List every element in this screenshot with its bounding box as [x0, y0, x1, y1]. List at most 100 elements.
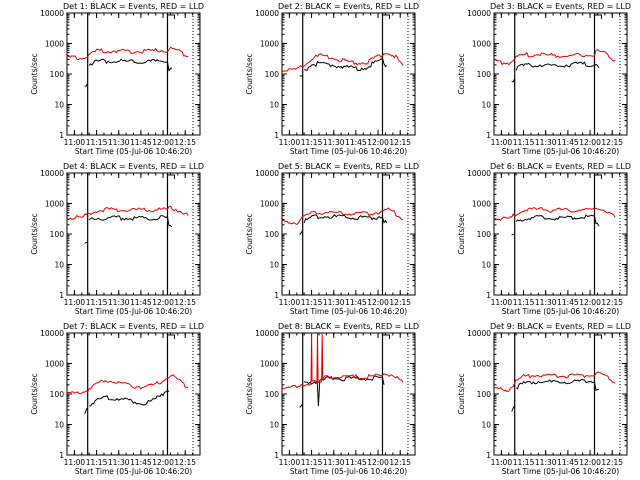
x-tick-label: 12:00 — [152, 138, 174, 147]
y-axis-label: Counts/sec — [457, 373, 466, 414]
detector-panel-7: 1 10 100 1000 10000 11:00 11:15 11:30 11:45 12:00… — [30, 322, 204, 476]
lld-series-line — [281, 332, 404, 390]
events-series-line — [84, 82, 89, 87]
x-tick-label: 12:15 — [174, 138, 196, 147]
y-tick-label: 1 — [274, 451, 279, 460]
y-axis-label: Counts/sec — [30, 373, 39, 414]
panel-title: Det 5: BLACK = Events, RED = LLD — [278, 162, 419, 171]
marker-flag — [382, 174, 390, 179]
plot-frame — [66, 332, 201, 456]
x-axis-label: Start Time (05-Jul-06 10:46:20) — [502, 467, 619, 476]
y-tick-label: 10000 — [467, 9, 491, 18]
x-tick-label: 11:00 — [279, 458, 301, 467]
y-tick-label: 1000 — [45, 360, 64, 369]
y-tick-label: 10 — [481, 101, 491, 110]
detector-panel-9: 1 10 100 1000 10000 11:00 11:15 11:30 11:45 12:00… — [457, 322, 631, 476]
detector-panel-8: 1 10 100 1000 10000 11:00 11:15 11:30 11:45 12:00… — [245, 322, 419, 476]
x-axis-label: Start Time (05-Jul-06 10:46:20) — [290, 467, 407, 476]
events-series-line — [511, 78, 516, 83]
x-axis-label: Start Time (05-Jul-06 10:46:20) — [75, 147, 192, 156]
x-tick-label: 12:15 — [601, 298, 623, 307]
plot-frame — [281, 332, 416, 456]
y-tick-label: 10 — [54, 421, 64, 430]
x-tick-label: 11:45 — [557, 458, 579, 467]
x-tick-label: 11:00 — [491, 138, 513, 147]
plot-frame — [493, 332, 628, 456]
y-tick-label: 1000 — [472, 40, 491, 49]
plot-frame — [66, 12, 201, 136]
events-series-line — [84, 407, 88, 414]
y-tick-label: 100 — [477, 70, 492, 79]
events-series-line — [515, 61, 600, 71]
x-tick-label: 11:15 — [86, 458, 108, 467]
marker-flag — [167, 174, 175, 179]
y-tick-label: 1000 — [472, 200, 491, 209]
y-tick-label: 1000 — [472, 360, 491, 369]
x-axis-label: Start Time (05-Jul-06 10:46:20) — [75, 467, 192, 476]
lld-series-line — [493, 371, 616, 393]
x-tick-label: 11:30 — [535, 298, 557, 307]
y-tick-label: 10000 — [255, 329, 279, 338]
x-tick-label: 11:00 — [491, 298, 513, 307]
detector-panel-1: 1 10 100 1000 10000 11:00 11:15 11:30 11:45 12:00… — [30, 2, 204, 156]
y-tick-label: 1 — [274, 291, 279, 300]
y-tick-label: 1 — [59, 131, 64, 140]
y-axis-label: Counts/sec — [245, 53, 254, 94]
y-axis-label: Counts/sec — [245, 373, 254, 414]
y-tick-label: 10 — [481, 421, 491, 430]
y-tick-label: 10 — [54, 101, 64, 110]
y-tick-label: 1000 — [260, 40, 279, 49]
x-tick-label: 11:30 — [108, 138, 130, 147]
x-axis-label: Start Time (05-Jul-06 10:46:20) — [290, 307, 407, 316]
y-tick-label: 1000 — [260, 200, 279, 209]
x-tick-label: 11:15 — [301, 458, 323, 467]
x-tick-label: 12:00 — [367, 458, 389, 467]
x-tick-label: 12:15 — [389, 298, 411, 307]
marker-flag — [382, 14, 390, 19]
lld-series-line — [493, 207, 616, 222]
x-tick-label: 11:30 — [323, 458, 345, 467]
y-tick-label: 10000 — [255, 169, 279, 178]
x-tick-label: 11:15 — [513, 298, 535, 307]
y-tick-label: 10 — [269, 421, 279, 430]
y-axis-label: Counts/sec — [457, 213, 466, 254]
x-tick-label: 12:00 — [579, 138, 601, 147]
y-tick-label: 100 — [265, 70, 280, 79]
x-axis-label: Start Time (05-Jul-06 10:46:20) — [290, 147, 407, 156]
marker-flag — [167, 334, 175, 339]
y-tick-label: 1 — [59, 451, 64, 460]
x-tick-label: 11:15 — [513, 138, 535, 147]
events-series-line — [88, 58, 173, 72]
x-tick-label: 11:45 — [345, 138, 367, 147]
events-series-line — [511, 405, 515, 412]
x-tick-label: 11:30 — [535, 138, 557, 147]
y-axis-label: Counts/sec — [457, 53, 466, 94]
x-tick-label: 11:30 — [108, 298, 130, 307]
panel-title: Det 2: BLACK = Events, RED = LLD — [278, 2, 419, 11]
y-tick-label: 100 — [477, 390, 492, 399]
y-tick-label: 10 — [269, 101, 279, 110]
x-tick-label: 11:00 — [491, 458, 513, 467]
events-series-line — [89, 389, 170, 407]
y-tick-label: 100 — [265, 390, 280, 399]
x-tick-label: 11:45 — [130, 458, 152, 467]
y-tick-label: 100 — [50, 390, 65, 399]
lld-series-line — [281, 207, 404, 226]
x-tick-label: 11:45 — [557, 298, 579, 307]
x-tick-label: 11:00 — [64, 298, 86, 307]
lld-series-line — [66, 374, 189, 395]
detector-panel-2: 1 10 100 1000 10000 11:00 11:15 11:30 11:45 12:00… — [245, 2, 419, 156]
y-tick-label: 10000 — [255, 9, 279, 18]
marker-flag — [167, 14, 175, 19]
y-tick-label: 1000 — [45, 40, 64, 49]
panel-title: Det 8: BLACK = Events, RED = LLD — [278, 322, 419, 331]
detector-panel-6: 1 10 100 1000 10000 11:00 11:15 11:30 11:45 12:00… — [457, 162, 631, 316]
events-series-line — [299, 404, 303, 408]
x-tick-label: 11:15 — [86, 298, 108, 307]
x-tick-label: 12:00 — [367, 298, 389, 307]
y-tick-label: 10 — [481, 261, 491, 270]
x-tick-label: 12:15 — [389, 458, 411, 467]
x-tick-label: 11:45 — [345, 298, 367, 307]
y-tick-label: 10000 — [467, 329, 491, 338]
marker-flag — [594, 334, 602, 339]
